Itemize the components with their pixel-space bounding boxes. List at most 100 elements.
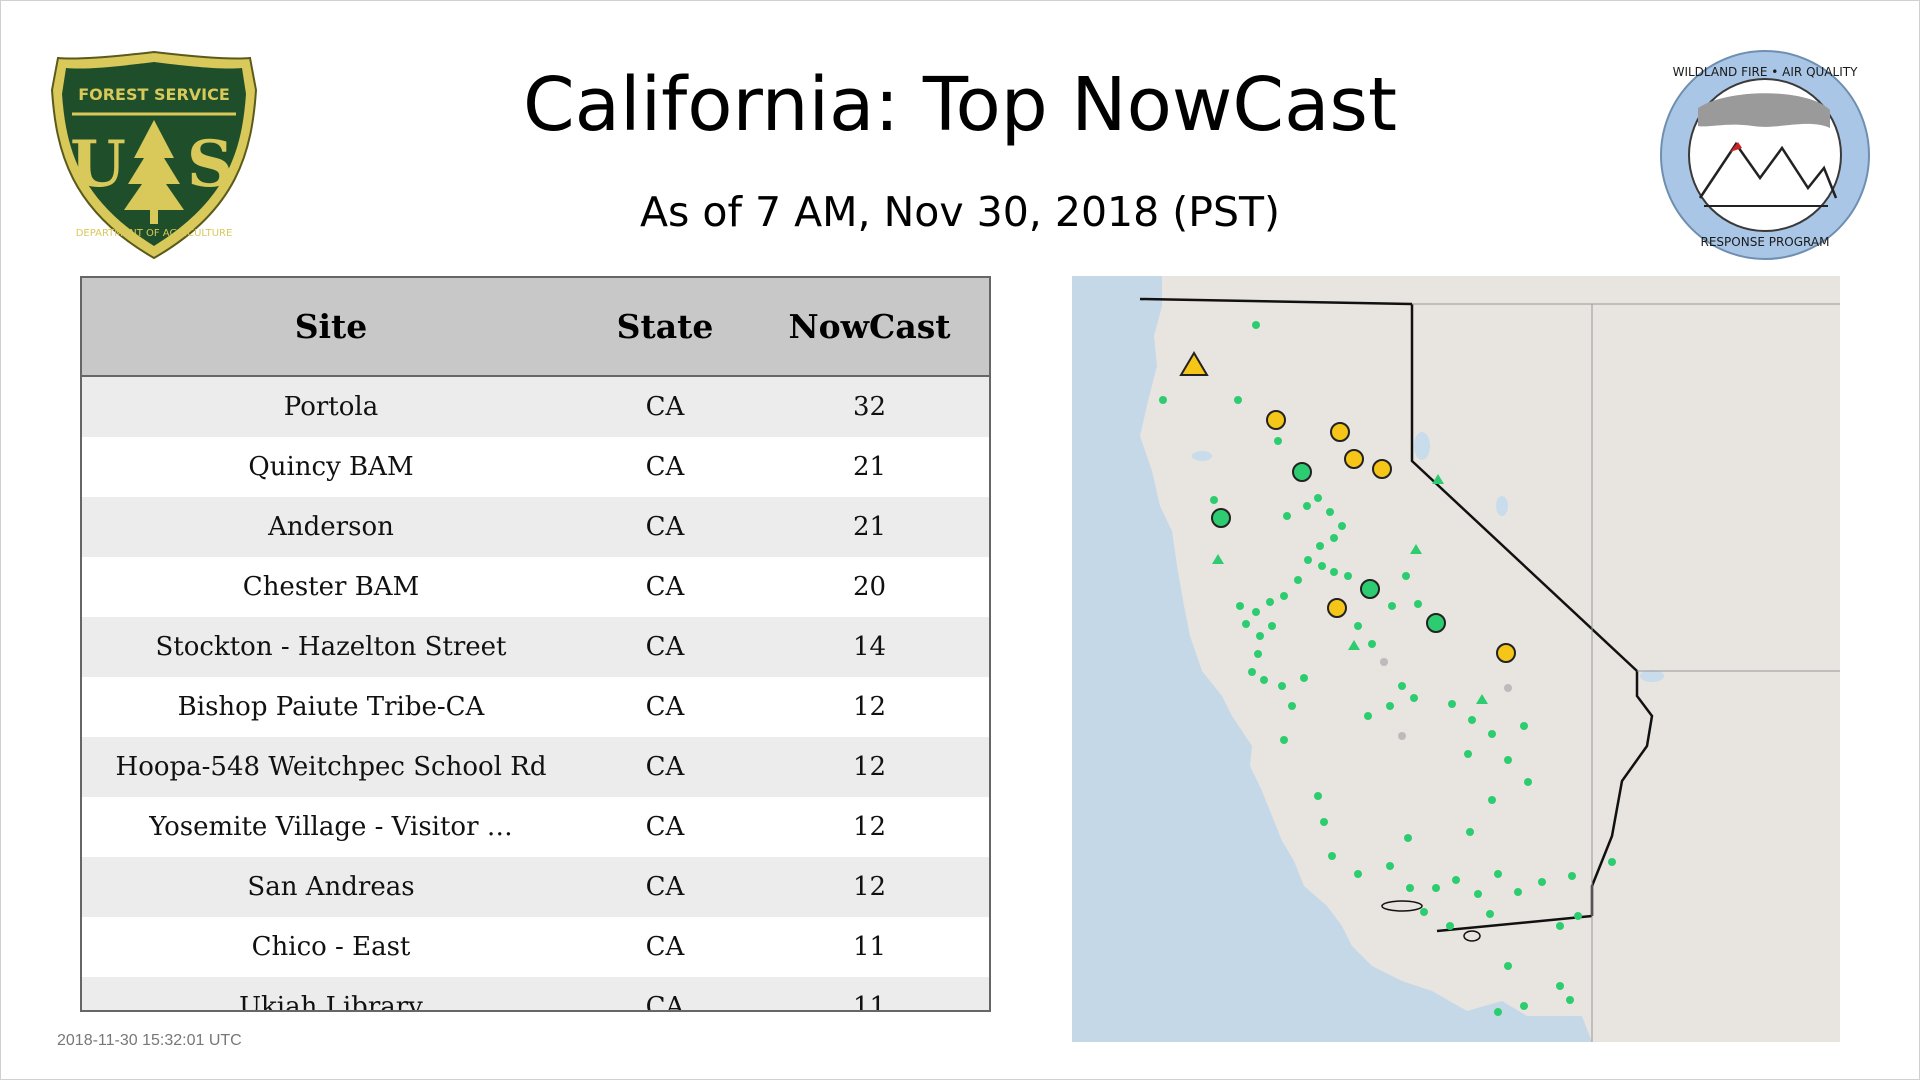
monitor-dot [1320, 818, 1328, 826]
moderate-marker[interactable] [1344, 449, 1364, 469]
state-border-east [1410, 304, 1654, 916]
monitor-triangle [1476, 694, 1488, 704]
cell-site: Stockton - Hazelton Street [82, 617, 580, 677]
good-marker[interactable] [1360, 579, 1380, 599]
monitor-dot [1314, 792, 1322, 800]
cell-nowcast: 21 [750, 437, 989, 497]
monitor-dot [1256, 632, 1264, 640]
monitor-dot [1330, 534, 1338, 542]
small-monitor-triangles [1212, 474, 1488, 704]
table-header-row: Site State NowCast [82, 278, 989, 377]
monitor-triangle [1432, 474, 1444, 484]
monitor-dot [1556, 922, 1564, 930]
monitor-dot [1236, 602, 1244, 610]
svg-text:WILDLAND FIRE • AIR QUALITY: WILDLAND FIRE • AIR QUALITY [1673, 65, 1858, 79]
cell-state: CA [580, 376, 750, 437]
svg-text:DEPARTMENT OF AGRICULTURE: DEPARTMENT OF AGRICULTURE [76, 228, 233, 239]
no-data-dot [1504, 684, 1512, 692]
monitor-dot [1328, 852, 1336, 860]
monitor-dot [1608, 858, 1616, 866]
table-row: Bishop Paiute Tribe-CA CA 12 [82, 677, 989, 737]
monitor-dot [1326, 508, 1334, 516]
cell-state: CA [580, 977, 750, 1010]
moderate-triangle-marker[interactable] [1179, 351, 1209, 376]
monitor-dot [1210, 496, 1218, 504]
cell-nowcast: 12 [750, 797, 989, 857]
table-row: Hoopa-548 Weitchpec School Rd CA 12 [82, 737, 989, 797]
state-border-north [1139, 297, 1413, 306]
header-nowcast[interactable]: NowCast [750, 278, 989, 377]
monitor-dot [1504, 756, 1512, 764]
moderate-marker[interactable] [1372, 459, 1392, 479]
monitor-dot [1386, 702, 1394, 710]
monitor-dot [1406, 884, 1414, 892]
monitor-dot [1474, 890, 1482, 898]
monitor-dot [1252, 321, 1260, 329]
moderate-marker[interactable] [1327, 598, 1347, 618]
cell-state: CA [580, 557, 750, 617]
monitor-dot [1432, 884, 1440, 892]
no-data-dot [1398, 732, 1406, 740]
cell-state: CA [580, 797, 750, 857]
california-monitor-map [1072, 276, 1840, 1042]
good-marker[interactable] [1426, 613, 1446, 633]
monitor-dot [1283, 512, 1291, 520]
monitor-triangle [1212, 554, 1224, 564]
cell-nowcast: 11 [750, 977, 989, 1010]
table-row: San Andreas CA 12 [82, 857, 989, 917]
moderate-marker[interactable] [1330, 422, 1350, 442]
monitor-dot [1254, 650, 1262, 658]
monitor-dot [1300, 674, 1308, 682]
monitor-dot [1252, 608, 1260, 616]
table-row: Stockton - Hazelton Street CA 14 [82, 617, 989, 677]
cell-state: CA [580, 677, 750, 737]
monitor-dot [1488, 730, 1496, 738]
header-state[interactable]: State [580, 278, 750, 377]
monitor-dot [1354, 870, 1362, 878]
monitor-dot [1402, 572, 1410, 580]
generated-timestamp: 2018-11-30 15:32:01 UTC [57, 1032, 242, 1049]
table-row: Anderson CA 21 [82, 497, 989, 557]
monitor-dot [1538, 878, 1546, 886]
lake [1192, 451, 1212, 461]
monitor-dot [1466, 828, 1474, 836]
good-marker[interactable] [1211, 508, 1231, 528]
channel-island [1463, 930, 1481, 942]
monitor-dot [1260, 676, 1268, 684]
monitor-dot [1410, 694, 1418, 702]
monitor-dot [1278, 682, 1286, 690]
monitor-dot [1368, 640, 1376, 648]
monitor-dot [1566, 996, 1574, 1004]
moderate-marker[interactable] [1496, 643, 1516, 663]
good-marker[interactable] [1292, 462, 1312, 482]
table-row: Chico - East CA 11 [82, 917, 989, 977]
cell-nowcast: 32 [750, 376, 989, 437]
nowcast-table-container: Site State NowCast Portola CA 32 Quincy … [80, 276, 991, 1012]
moderate-marker[interactable] [1266, 410, 1286, 430]
monitor-dot [1464, 750, 1472, 758]
lake [1414, 432, 1430, 460]
cell-nowcast: 20 [750, 557, 989, 617]
monitor-dot [1574, 912, 1582, 920]
monitor-dot [1520, 722, 1528, 730]
monitor-dot [1318, 562, 1326, 570]
monitor-dot [1248, 668, 1256, 676]
monitor-dot [1524, 778, 1532, 786]
monitor-dot [1304, 556, 1312, 564]
cell-site: Yosemite Village - Visitor … [82, 797, 580, 857]
monitor-dot [1452, 876, 1460, 884]
table-row: Chester BAM CA 20 [82, 557, 989, 617]
table-row: Yosemite Village - Visitor … CA 12 [82, 797, 989, 857]
header-site[interactable]: Site [82, 278, 580, 377]
monitor-dot [1344, 572, 1352, 580]
small-monitor-dots [1159, 321, 1616, 1016]
monitor-dot [1234, 396, 1242, 404]
state-border-south [1436, 914, 1593, 933]
monitor-dot [1448, 700, 1456, 708]
no-data-dots [1380, 658, 1512, 740]
cell-state: CA [580, 917, 750, 977]
monitor-dot [1314, 494, 1322, 502]
monitor-dot [1316, 542, 1324, 550]
cell-site: Portola [82, 376, 580, 437]
cell-state: CA [580, 857, 750, 917]
